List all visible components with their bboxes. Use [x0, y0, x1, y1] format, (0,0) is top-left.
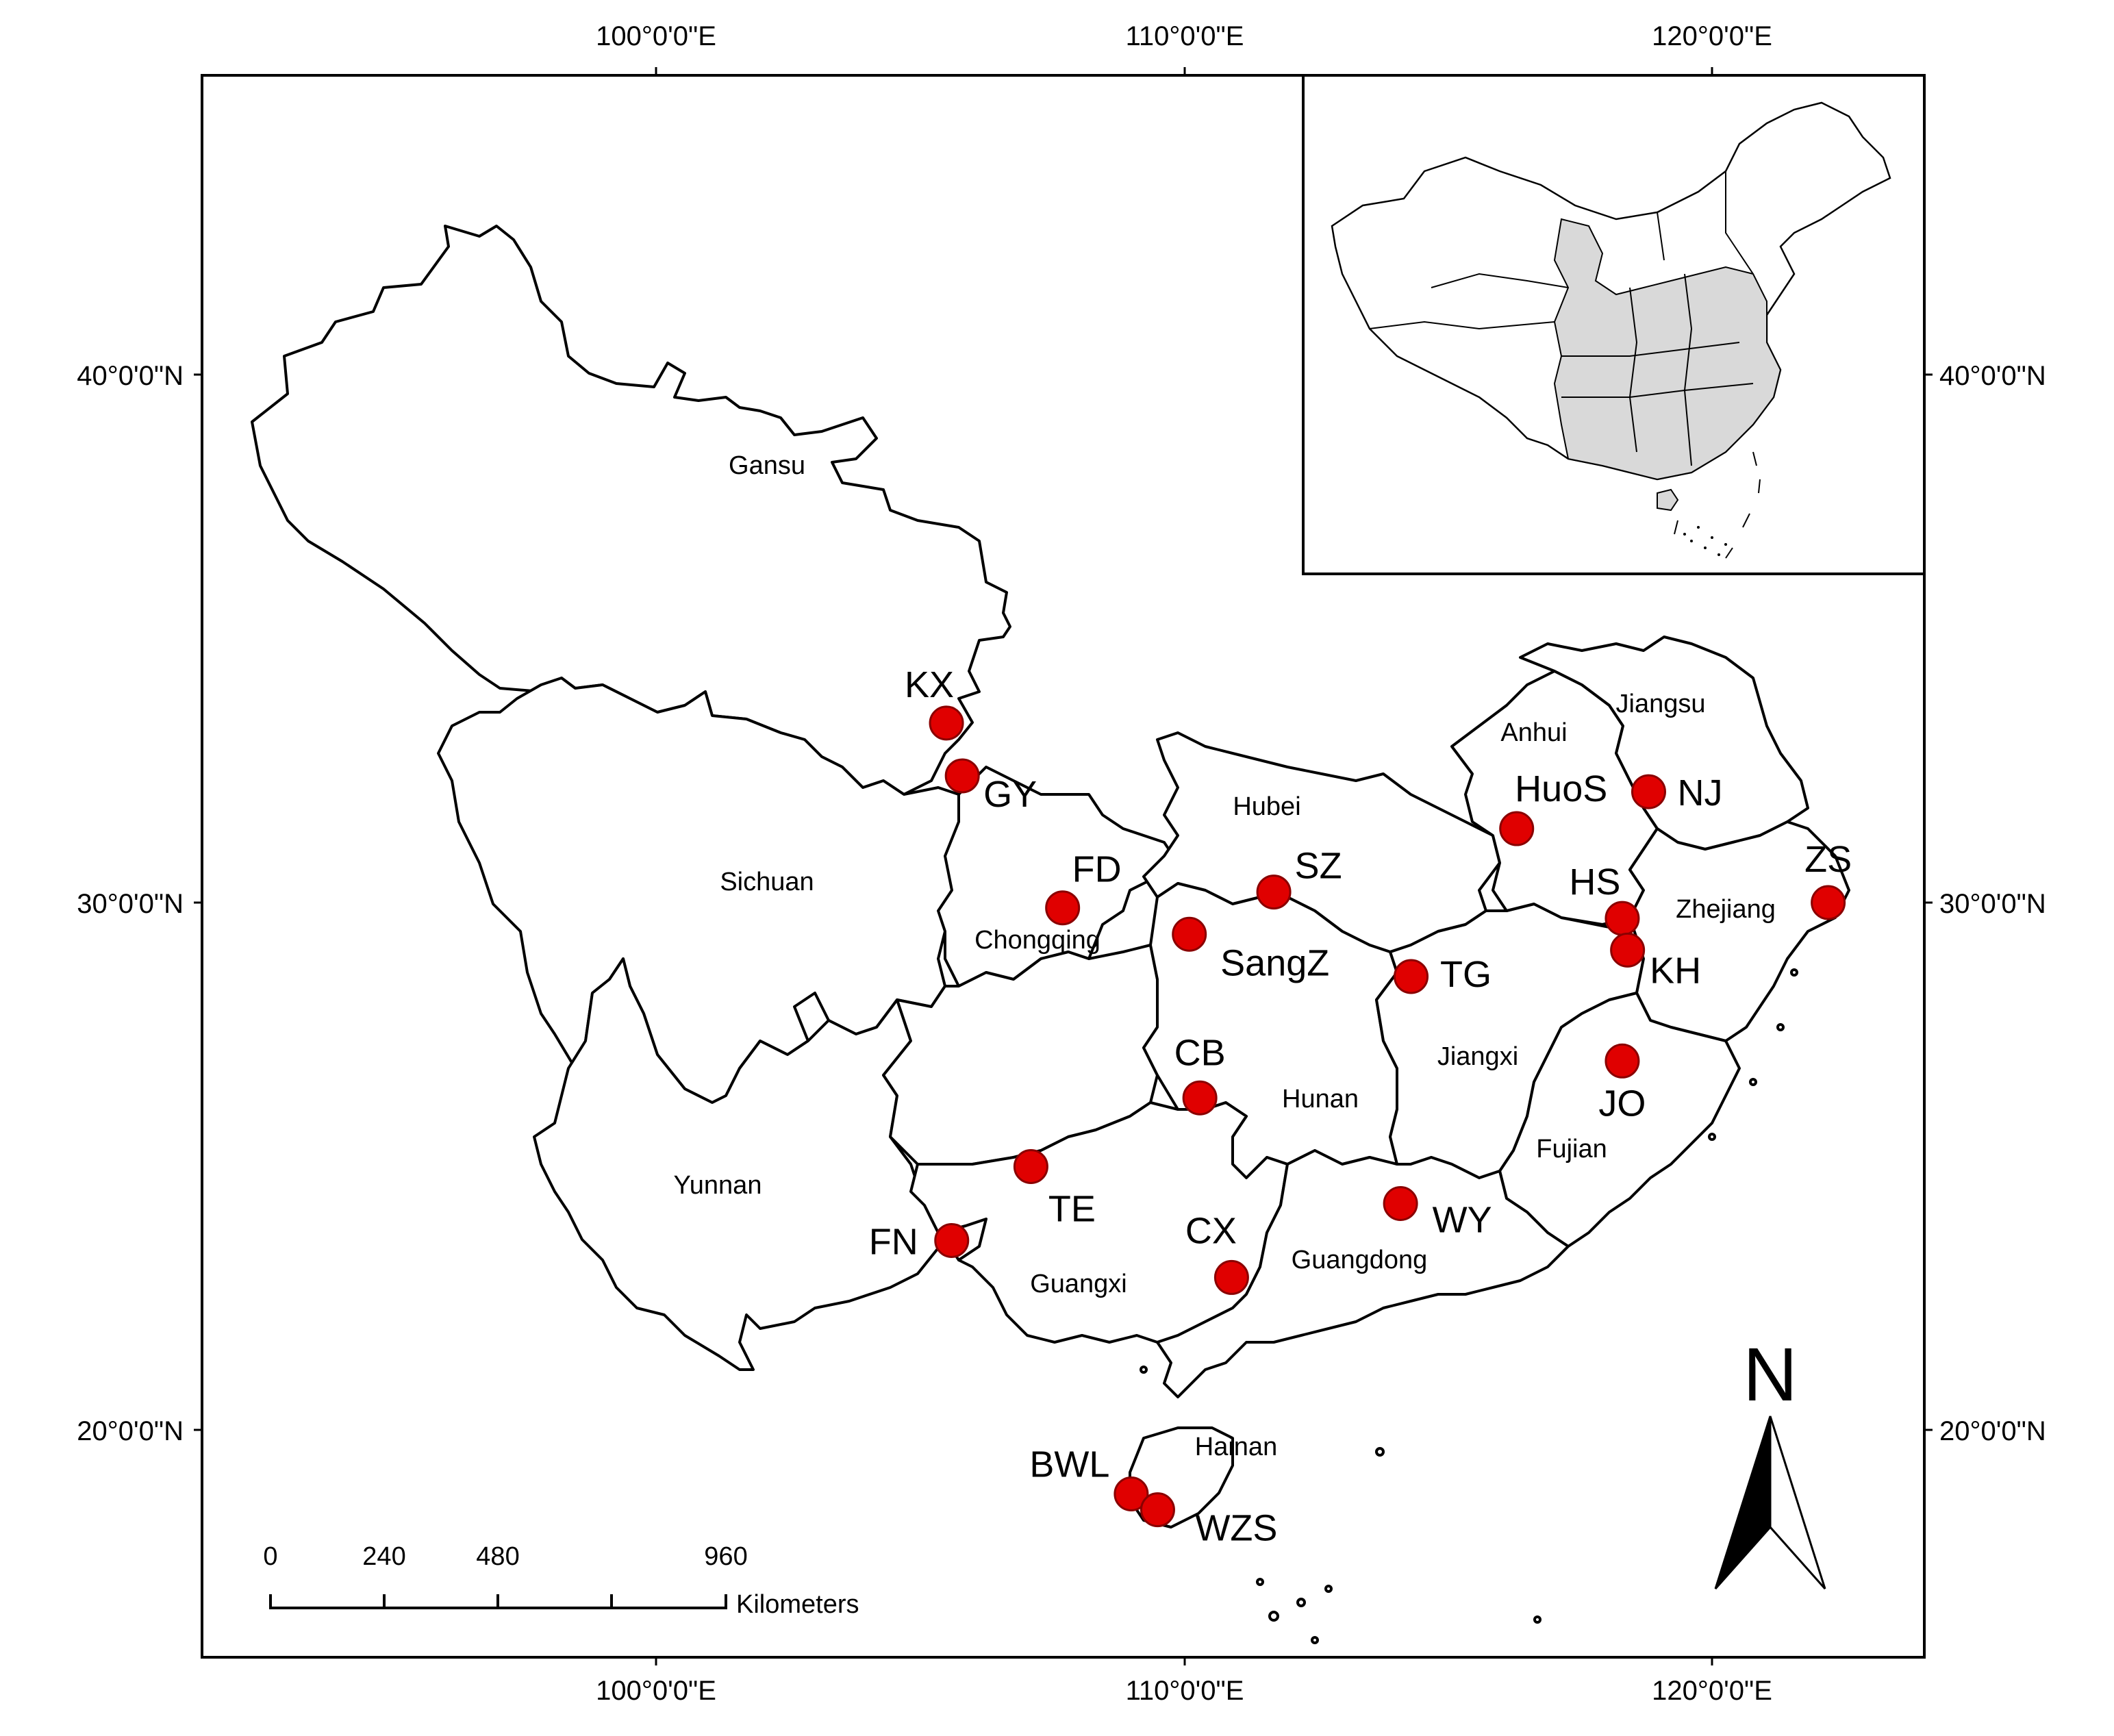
- inset-nine-dash-line: [1674, 451, 1761, 559]
- graticule-left-label: 20°0'0"N: [77, 1416, 184, 1446]
- site-marker-fd: [1045, 890, 1081, 926]
- graticule-bottom-label: 100°0'0"E: [596, 1676, 716, 1706]
- site-marker-tg: [1394, 959, 1429, 994]
- graticule-right-label: 30°0'0"N: [1939, 889, 2046, 919]
- graticule-right-label: 20°0'0"N: [1939, 1416, 2046, 1446]
- site-marker-hs: [1605, 901, 1640, 936]
- site-marker-nj: [1631, 774, 1666, 809]
- scale-tick-label: 960: [704, 1542, 747, 1571]
- province-label-gansu: Gansu: [729, 451, 805, 480]
- site-label-sangz: SangZ: [1220, 942, 1329, 983]
- scale-tick-label: 480: [476, 1542, 519, 1571]
- province-guangdong: [1156, 1149, 1570, 1398]
- site-marker-sangz: [1172, 916, 1207, 952]
- site-marker-fn: [934, 1222, 970, 1258]
- province-fujian: [1498, 992, 1741, 1248]
- site-label-hs: HS: [1569, 861, 1620, 903]
- site-marker-te: [1013, 1149, 1048, 1184]
- province-label-hainan: Hainan: [1195, 1433, 1277, 1461]
- site-label-fd: FD: [1072, 849, 1122, 890]
- site-marker-zs: [1811, 885, 1846, 920]
- site-marker-bwl: [1113, 1476, 1149, 1512]
- province-labels: Gansu Sichuan Chongqing Yunnan Hubei Hun…: [674, 451, 1776, 1461]
- province-label-anhui: Anhui: [1500, 718, 1567, 747]
- scale-tick-label: 240: [362, 1542, 405, 1571]
- province-label-jiangsu: Jiangsu: [1616, 690, 1706, 718]
- site-marker-wy: [1383, 1185, 1418, 1221]
- site-marker-cb: [1182, 1080, 1218, 1116]
- inset-scs-islands: [1683, 526, 1727, 556]
- site-label-tg: TG: [1440, 954, 1492, 995]
- province-label-jiangxi: Jiangxi: [1437, 1042, 1518, 1071]
- coastal-islands: [1140, 968, 1798, 1644]
- site-marker-kx: [929, 705, 964, 741]
- graticule-bottom-label: 110°0'0"E: [1126, 1676, 1244, 1706]
- province-label-guangxi: Guangxi: [1030, 1270, 1127, 1298]
- site-marker-gy: [944, 758, 980, 794]
- province-label-chongqing: Chongqing: [974, 926, 1100, 955]
- site-marker-cx: [1213, 1259, 1249, 1295]
- north-arrow-right-half: [1769, 1416, 1826, 1589]
- site-label-sz: SZ: [1295, 846, 1342, 887]
- graticule-top-label: 110°0'0"E: [1126, 21, 1244, 51]
- province-label-zhejiang: Zhejiang: [1676, 895, 1776, 924]
- site-marker-huos: [1499, 811, 1535, 846]
- site-label-nj: NJ: [1677, 772, 1722, 814]
- site-label-kh: KH: [1650, 950, 1701, 991]
- site-marker-wzs: [1140, 1492, 1175, 1528]
- site-marker-jo: [1605, 1043, 1640, 1079]
- province-label-hunan: Hunan: [1282, 1085, 1359, 1114]
- site-label-fn: FN: [869, 1221, 918, 1262]
- inset-province-borders: [1369, 171, 1795, 466]
- site-label-zs: ZS: [1804, 839, 1852, 880]
- site-label-huos: HuoS: [1515, 768, 1607, 809]
- site-label-cx: CX: [1185, 1210, 1237, 1251]
- graticule-top-label: 100°0'0"E: [596, 21, 716, 51]
- province-label-guangdong: Guangdong: [1292, 1246, 1428, 1274]
- graticule-left-label: 40°0'0"N: [77, 361, 184, 391]
- inset-hainan: [1657, 488, 1679, 512]
- site-label-jo: JO: [1598, 1083, 1646, 1124]
- north-arrow-letter: N: [1743, 1333, 1797, 1417]
- scale-tick-label: 0: [263, 1542, 277, 1571]
- province-outlines: [251, 225, 1850, 1529]
- inset-map: [1302, 74, 1926, 575]
- graticule-bottom-label: 120°0'0"E: [1652, 1676, 1772, 1706]
- scale-unit-label: Kilometers: [736, 1590, 859, 1619]
- site-marker-sz: [1256, 875, 1292, 910]
- graticule-top-label: 120°0'0"E: [1652, 21, 1772, 51]
- province-label-sichuan: Sichuan: [720, 868, 814, 896]
- site-label-wzs: WZS: [1195, 1508, 1277, 1549]
- site-marker-kh: [1610, 932, 1646, 968]
- province-label-hubei: Hubei: [1233, 792, 1300, 821]
- province-chongqing: [937, 766, 1179, 987]
- site-label-bwl: BWL: [1029, 1444, 1109, 1485]
- site-label-kx: KX: [905, 664, 954, 705]
- site-label-gy: GY: [983, 774, 1037, 815]
- graticule-left-label: 30°0'0"N: [77, 889, 184, 919]
- sampling-sites: KX GY FD SZ SangZ TG HuoS NJ HS KH ZS JO CB TE FN CX WY B…: [869, 664, 1852, 1549]
- scale-bar: 0 240 480 960 Kilometers: [263, 1542, 859, 1619]
- province-label-fujian: Fujian: [1536, 1135, 1607, 1163]
- site-label-te: TE: [1048, 1189, 1096, 1230]
- site-label-cb: CB: [1174, 1032, 1226, 1073]
- north-arrow: N: [1714, 1333, 1826, 1589]
- province-label-yunnan: Yunnan: [674, 1171, 762, 1200]
- graticule-right-label: 40°0'0"N: [1939, 361, 2046, 391]
- site-label-wy: WY: [1433, 1199, 1492, 1240]
